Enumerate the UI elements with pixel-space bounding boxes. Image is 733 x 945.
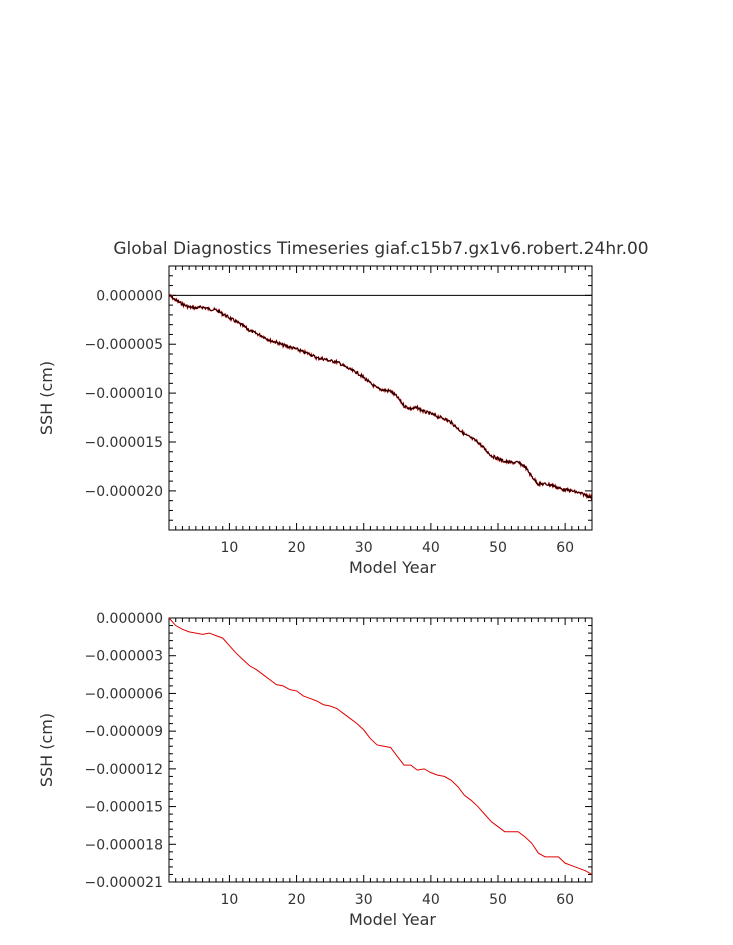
x-axis-label: Model Year [349, 910, 436, 929]
x-axis-label: Model Year [349, 558, 436, 577]
x-tick-label: 20 [288, 540, 306, 556]
y-tick-label: −0.000006 [84, 686, 163, 702]
x-tick-label: 50 [489, 540, 507, 556]
y-tick-label: −0.000020 [84, 484, 163, 500]
x-tick-label: 40 [422, 540, 440, 556]
bottom-panel: 10 20 30 40 50 60 0.000000 −0.000003 −0.000006 −0… [37, 611, 593, 929]
y-tick-label: −0.000021 [84, 875, 163, 891]
y-axis-label: SSH (cm) [37, 361, 56, 435]
x-tick-label: 10 [221, 892, 239, 908]
y-tick-label: 0.000000 [96, 611, 163, 627]
x-tick-label: 30 [355, 540, 373, 556]
y-tick-label: −0.000015 [84, 435, 163, 451]
x-tick-label: 60 [556, 892, 574, 908]
y-tick-label: −0.000010 [84, 386, 163, 402]
x-tick-label: 10 [221, 540, 239, 556]
plot-frame [168, 265, 593, 531]
y-tick-label: −0.000009 [84, 724, 163, 740]
plot-frame [168, 617, 593, 883]
y-tick-label: −0.000018 [84, 837, 163, 853]
series-line-black [168, 294, 593, 500]
y-tick-label: −0.000012 [84, 762, 163, 778]
series-line-red [168, 617, 593, 875]
x-tick-label: 50 [489, 892, 507, 908]
series-line-red [168, 293, 593, 501]
x-tick-label: 40 [422, 892, 440, 908]
y-axis-label: SSH (cm) [37, 713, 56, 787]
x-tick-label: 20 [288, 892, 306, 908]
y-tick-label: −0.000015 [84, 800, 163, 816]
y-tick-label: −0.000005 [84, 337, 163, 353]
x-tick-label: 60 [556, 540, 574, 556]
x-tick-label: 30 [355, 892, 373, 908]
y-tick-label: −0.000003 [84, 649, 163, 665]
figure-title: Global Diagnostics Timeseries giaf.c15b7… [113, 239, 648, 259]
y-tick-label: 0.000000 [96, 288, 163, 304]
top-panel: 10 20 30 40 50 60 0.000000 −0.000005 −0.000010 −0… [37, 265, 593, 577]
